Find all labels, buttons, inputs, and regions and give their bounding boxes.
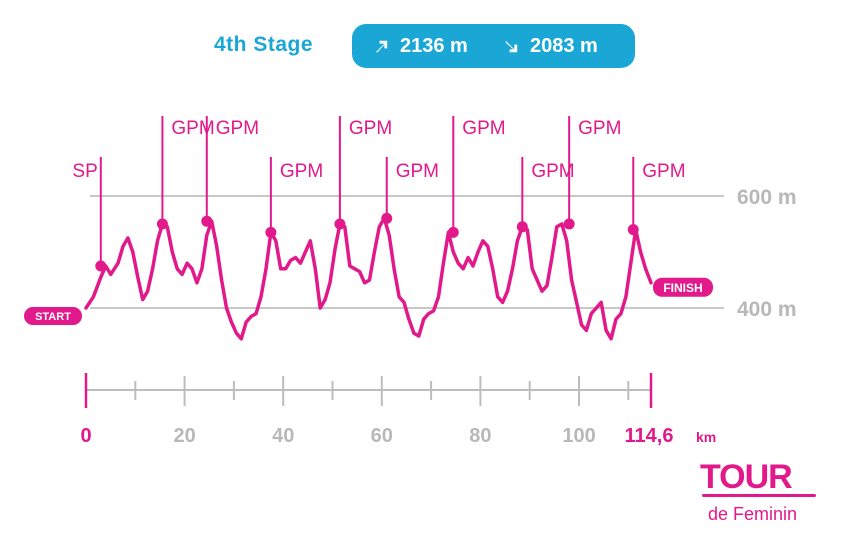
climb-marker-dots [95,212,639,272]
marker-dot [381,212,393,224]
marker-dot [156,218,168,230]
x-axis: 0 20 40 60 80 100 114,6 km [80,373,716,447]
marker-label: GPM [280,161,323,182]
marker-label: GPM [642,161,685,182]
marker-dot [627,224,639,236]
marker-label: GPM [531,161,574,182]
y-axis-labels: 400 m 600 m [737,186,797,321]
x-tick-label: 80 [469,425,491,447]
start-label: START [35,311,71,323]
marker-label: GPM [396,161,439,182]
marker-dot [265,226,277,238]
finish-badge [653,277,713,297]
x-unit-label: km [696,429,716,445]
arrow-down-right-icon [505,40,518,53]
tour-de-feminin-logo: TOUR de Feminin [696,458,826,528]
marker-label: GPM [216,118,259,139]
marker-dot [516,221,528,233]
marker-label: GPM [171,118,214,139]
x-tick-label: 100 [562,425,595,447]
marker-dot [563,218,575,230]
x-tick-label: 0 [80,425,91,447]
start-badge [24,307,82,325]
x-tick-label: 20 [173,425,195,447]
elevation-profile-line [84,216,653,341]
x-tick-label: 40 [272,425,294,447]
marker-dot [201,215,213,227]
logo-subtitle: de Feminin [708,504,798,524]
marker-dot [447,226,459,238]
y-tick-label: 600 m [737,186,797,209]
marker-label: GPM [462,118,505,139]
ascent-value: 2136 m [400,35,468,57]
logo-wordmark: TOUR [700,458,793,496]
gridlines [90,195,724,309]
stage-name: 4th Stage [214,33,314,56]
marker-label: SP [72,161,97,182]
y-tick-label: 400 m [737,298,797,321]
logo-underline [702,494,816,497]
elevation-summary-pill: 2136 m 2083 m [352,24,635,68]
descent-value: 2083 m [530,35,598,57]
finish-label: FINISH [663,281,702,295]
stage-header: 4th Stage 2136 m 2083 m [0,0,850,70]
marker-dot [95,260,107,272]
x-tick-label: 60 [371,425,393,447]
marker-label: GPM [349,118,392,139]
arrow-up-right-icon [375,40,388,53]
marker-dot [334,218,346,230]
marker-label: GPM [578,118,621,139]
x-tick-label: 114,6 [625,425,674,447]
start-finish-badges: START FINISH [24,277,713,325]
